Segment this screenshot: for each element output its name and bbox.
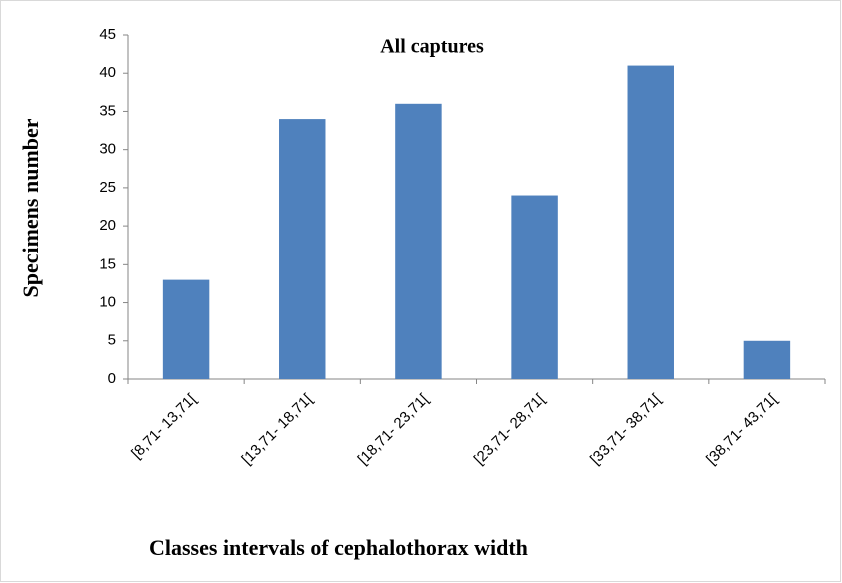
y-tick-label: 10 bbox=[99, 294, 116, 311]
y-tick-label: 5 bbox=[108, 332, 116, 349]
y-tick-label: 0 bbox=[108, 370, 116, 387]
chart-title: All captures bbox=[380, 36, 484, 58]
bar bbox=[279, 119, 326, 379]
y-tick-label: 20 bbox=[99, 217, 116, 234]
bar bbox=[162, 279, 210, 379]
y-tick-label: 25 bbox=[99, 179, 116, 196]
bar bbox=[743, 340, 791, 379]
bar bbox=[627, 65, 674, 380]
y-tick-label: 45 bbox=[99, 26, 116, 43]
y-tick-label: 15 bbox=[99, 255, 116, 272]
x-axis-label: Classes intervals of cephalothorax width bbox=[149, 535, 528, 560]
y-tick-label: 30 bbox=[99, 141, 116, 158]
y-tick-label: 40 bbox=[99, 64, 116, 81]
y-tick-label: 35 bbox=[99, 102, 116, 119]
bar bbox=[511, 195, 558, 379]
y-axis-label: Specimens number bbox=[18, 118, 43, 297]
bar bbox=[395, 103, 442, 380]
